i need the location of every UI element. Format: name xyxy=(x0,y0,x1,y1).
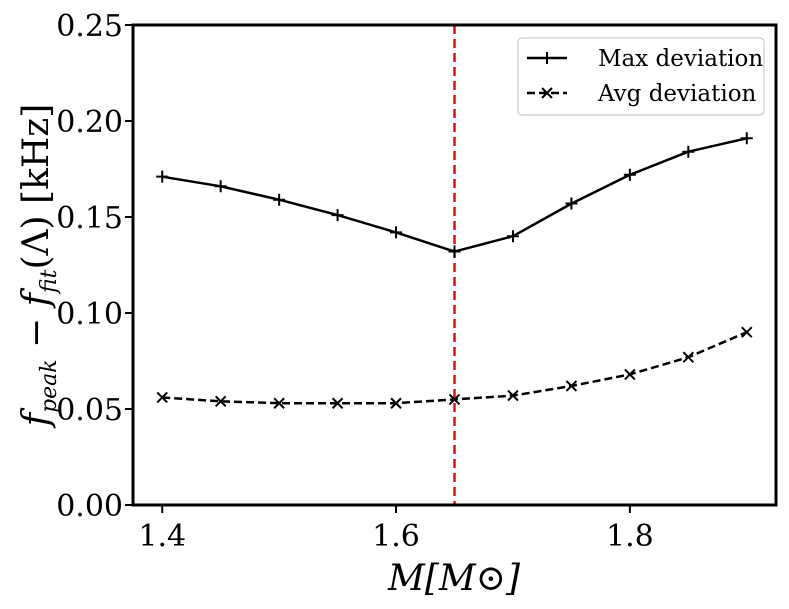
legend: Max deviation Avg deviation xyxy=(517,37,765,116)
axis-ticks: 0.00 0.05 0.10 0.15 0.20 0.25 1.4 1.6 1.8 xyxy=(56,9,654,554)
series-0-point-2 xyxy=(273,193,286,206)
series-1-point-0 xyxy=(156,391,168,404)
series-1-point-6 xyxy=(507,389,519,402)
series-1-point-7 xyxy=(565,380,578,392)
plot-frame xyxy=(131,23,778,507)
legend-box xyxy=(517,37,765,116)
x-tick-label-1: 1.6 xyxy=(372,519,420,554)
y-tick-label-5: 0.25 xyxy=(56,9,123,44)
y-tick-label-3: 0.15 xyxy=(56,201,123,236)
series-1-point-9 xyxy=(682,351,695,363)
series-1-point-1 xyxy=(214,395,227,408)
series-0-point-9 xyxy=(682,145,695,158)
series-1-point-5 xyxy=(448,393,461,406)
series-1-point-8 xyxy=(624,368,636,381)
series-0-point-7 xyxy=(565,197,578,210)
y-tick-label-4: 0.20 xyxy=(56,105,123,140)
y-axis-label: fpeak − ffit(Λ) [kHz] xyxy=(16,104,62,430)
y-tick-label-1: 0.05 xyxy=(56,393,123,428)
series-0-point-6 xyxy=(506,230,519,243)
legend-avg-label: Avg deviation xyxy=(597,81,757,107)
x-tick-label-2: 1.8 xyxy=(606,519,654,554)
series-1-point-3 xyxy=(331,397,344,409)
series-0-point-10 xyxy=(740,132,753,145)
series-0-point-5 xyxy=(448,245,461,258)
legend-max-marker xyxy=(541,52,553,64)
series-1-point-4 xyxy=(390,397,402,409)
series-1-point-10 xyxy=(741,326,753,338)
y-tick-label-0: 0.00 xyxy=(56,489,123,524)
series-0-point-3 xyxy=(331,209,344,222)
series-0-point-0 xyxy=(156,170,169,183)
y-tick-label-2: 0.10 xyxy=(56,297,123,332)
x-axis-label: M[M⊙] xyxy=(387,558,521,599)
legend-avg-marker xyxy=(541,87,553,99)
legend-max-label: Max deviation xyxy=(598,46,763,72)
series-0-point-4 xyxy=(390,226,403,239)
series-1-point-2 xyxy=(273,397,285,409)
series-0-point-8 xyxy=(623,168,636,181)
series-0-point-1 xyxy=(214,180,227,193)
x-tick-label-0: 1.4 xyxy=(138,519,186,554)
plot-marks xyxy=(156,25,753,505)
